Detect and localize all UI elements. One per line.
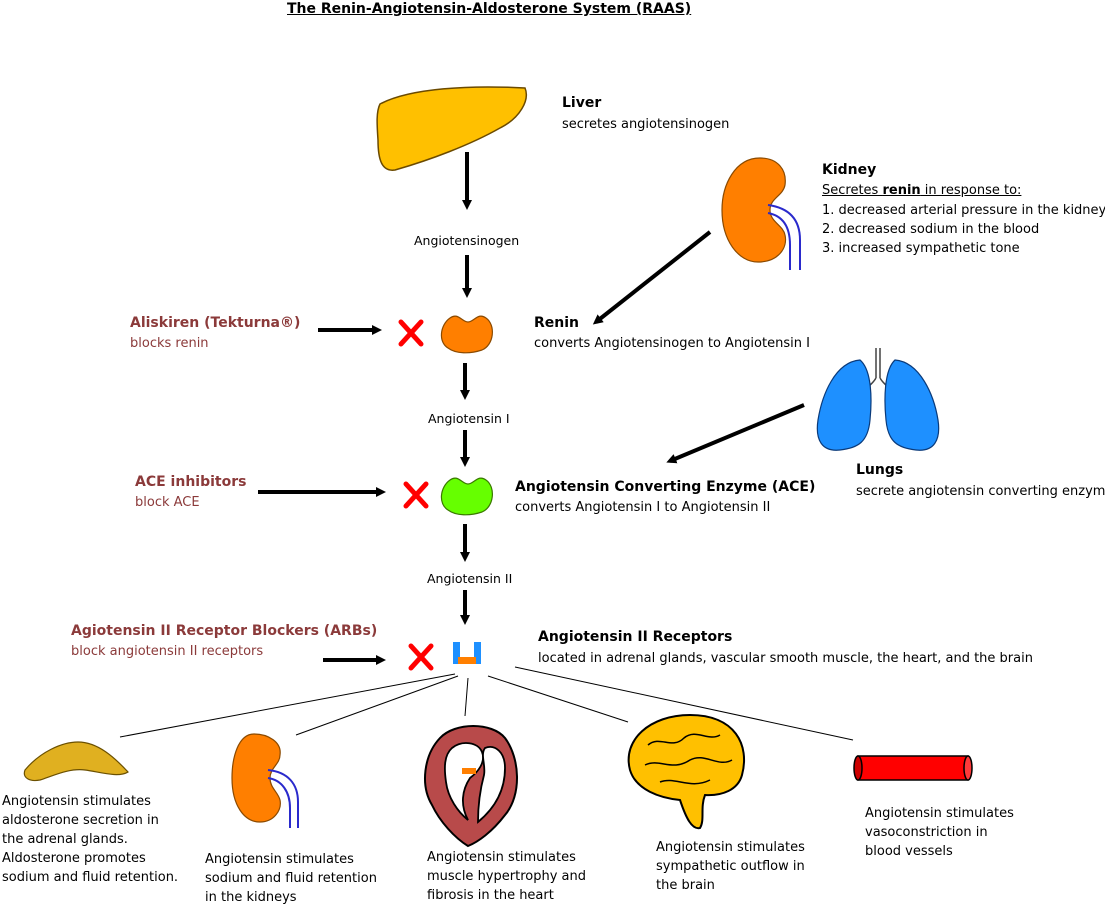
lungs-icon: [816, 348, 940, 451]
effect-heart-text: Angiotensin stimulates muscle hypertroph…: [427, 850, 586, 903]
aliskiren-desc: blocks renin: [130, 336, 209, 351]
kidney-to-renin-arrow: [592, 230, 712, 325]
liver-desc: secretes angiotensinogen: [562, 117, 730, 132]
heart-icon: [424, 725, 518, 848]
block-renin-icon: [398, 319, 424, 347]
arbs-label: Agiotensin II Receptor Blockers (ARBs): [71, 623, 378, 639]
receptors-desc: located in adrenal glands, vascular smoo…: [538, 651, 1033, 666]
kidney-label: Kidney: [822, 162, 877, 178]
kidney-reason-1: 1. decreased arterial pressure in the ki…: [822, 203, 1105, 218]
block-ace-icon: [403, 481, 429, 509]
cascade-arrows: [460, 152, 472, 625]
kidney-reason-3: 3. increased sympathetic tone: [822, 241, 1020, 256]
lungs-desc: secrete angiotensin converting enzyme: [856, 484, 1105, 499]
kidney-secretes-line: Secretes renin in response to:: [822, 183, 1022, 198]
brain-icon: [627, 713, 746, 830]
liver-icon: [376, 86, 527, 171]
effect-vessels-text: Angiotensin stimulates vasoconstriction …: [865, 806, 1014, 859]
angiotensinogen-label: Angiotensinogen: [414, 233, 520, 248]
renin-enzyme-icon: [440, 315, 493, 354]
receptor-icon: [453, 642, 481, 664]
kidney-reason-2: 2. decreased sodium in the blood: [822, 222, 1040, 237]
ace-desc: converts Angiotensin I to Angiotensin II: [515, 500, 771, 515]
adrenal-gland-icon: [23, 741, 129, 782]
aliskiren-label: Aliskiren (Tekturna®): [130, 315, 301, 331]
kidney-effect-icon: [231, 733, 299, 828]
ace-inhibitors-label: ACE inhibitors: [135, 474, 247, 490]
ace-enzyme-icon: [440, 477, 493, 516]
blood-vessel-icon: [853, 755, 973, 781]
angiotensin-2-label: Angiotensin II: [427, 571, 513, 586]
angiotensin-1-label: Angiotensin I: [428, 411, 510, 426]
block-receptor-icon: [408, 643, 434, 671]
renin-label: Renin: [534, 315, 580, 331]
lungs-label: Lungs: [856, 462, 904, 478]
ace-inhibitors-desc: block ACE: [135, 495, 200, 510]
effect-kidney-text: Angiotensin stimulates sodium and fluid …: [205, 852, 377, 905]
effect-adrenal-text: Angiotensin stimulates aldosterone secre…: [2, 794, 179, 885]
receptors-label: Angiotensin II Receptors: [538, 629, 733, 645]
arbs-desc: block angiotensin II receptors: [71, 644, 264, 659]
kidney-icon: [721, 157, 801, 270]
effect-lines: [119, 666, 854, 741]
ace-label: Angiotensin Converting Enzyme (ACE): [515, 479, 816, 495]
renin-desc: converts Angiotensinogen to Angiotensin …: [534, 336, 810, 351]
effect-brain-text: Angiotensin stimulates sympathetic outfl…: [656, 840, 805, 893]
lungs-to-ace-arrow: [666, 403, 805, 464]
liver-label: Liver: [562, 95, 602, 111]
page-title: The Renin-Angiotensin-Aldosterone System…: [287, 1, 692, 17]
